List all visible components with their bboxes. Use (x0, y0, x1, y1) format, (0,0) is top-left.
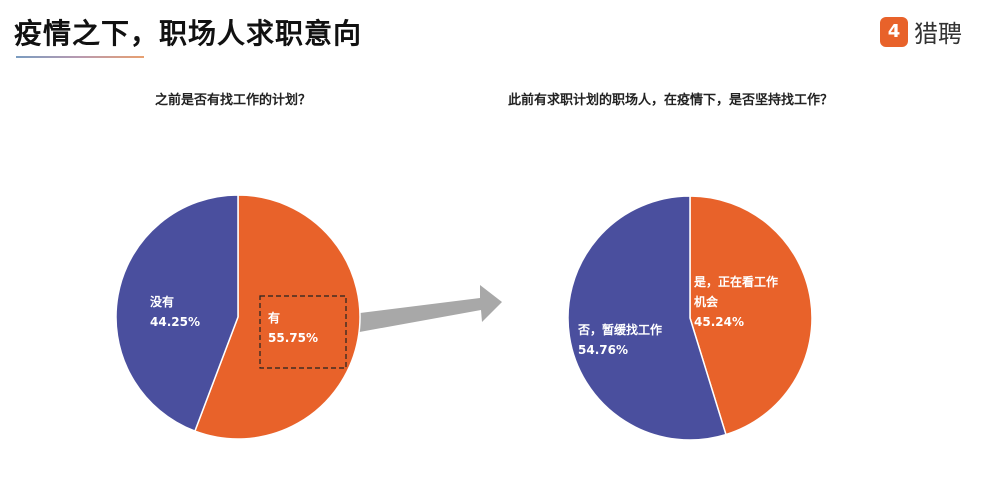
chart2-slice-1 (567, 195, 727, 441)
chart2-slice-value: 54.76% (578, 343, 628, 357)
chart1-slice-label: 有 (268, 310, 280, 325)
logo-icon: 4 (880, 16, 908, 47)
chart1-slice-1 (115, 194, 239, 433)
chart2-slice-0 (689, 195, 813, 436)
logo: 4 猎聘 (880, 14, 962, 49)
chart1-title: 之前是否有找工作的计划？ (155, 93, 312, 108)
title-underline (16, 56, 144, 58)
arrow-icon (352, 285, 502, 333)
highlight-box (259, 295, 347, 369)
chart2-title: 此前有求职计划的职场人，在疫情下，是否坚持找工作？ (508, 93, 834, 108)
chart2-slice-label: 机会 (694, 294, 719, 309)
chart1-slice-value: 44.25% (150, 315, 200, 329)
chart1-slice-value: 55.75% (268, 331, 318, 345)
chart2-slice-label: 是，正在看工作 (693, 274, 778, 289)
page-title: 疫情之下，职场人求职意向 (14, 17, 363, 50)
chart2-slice-label: 否，暂缓找工作 (577, 322, 662, 337)
chart2-slice-value: 45.24% (694, 315, 744, 329)
chart1-slice-label: 没有 (150, 294, 174, 309)
logo-text: 猎聘 (914, 20, 962, 48)
chart1-slice-0 (193, 194, 361, 440)
